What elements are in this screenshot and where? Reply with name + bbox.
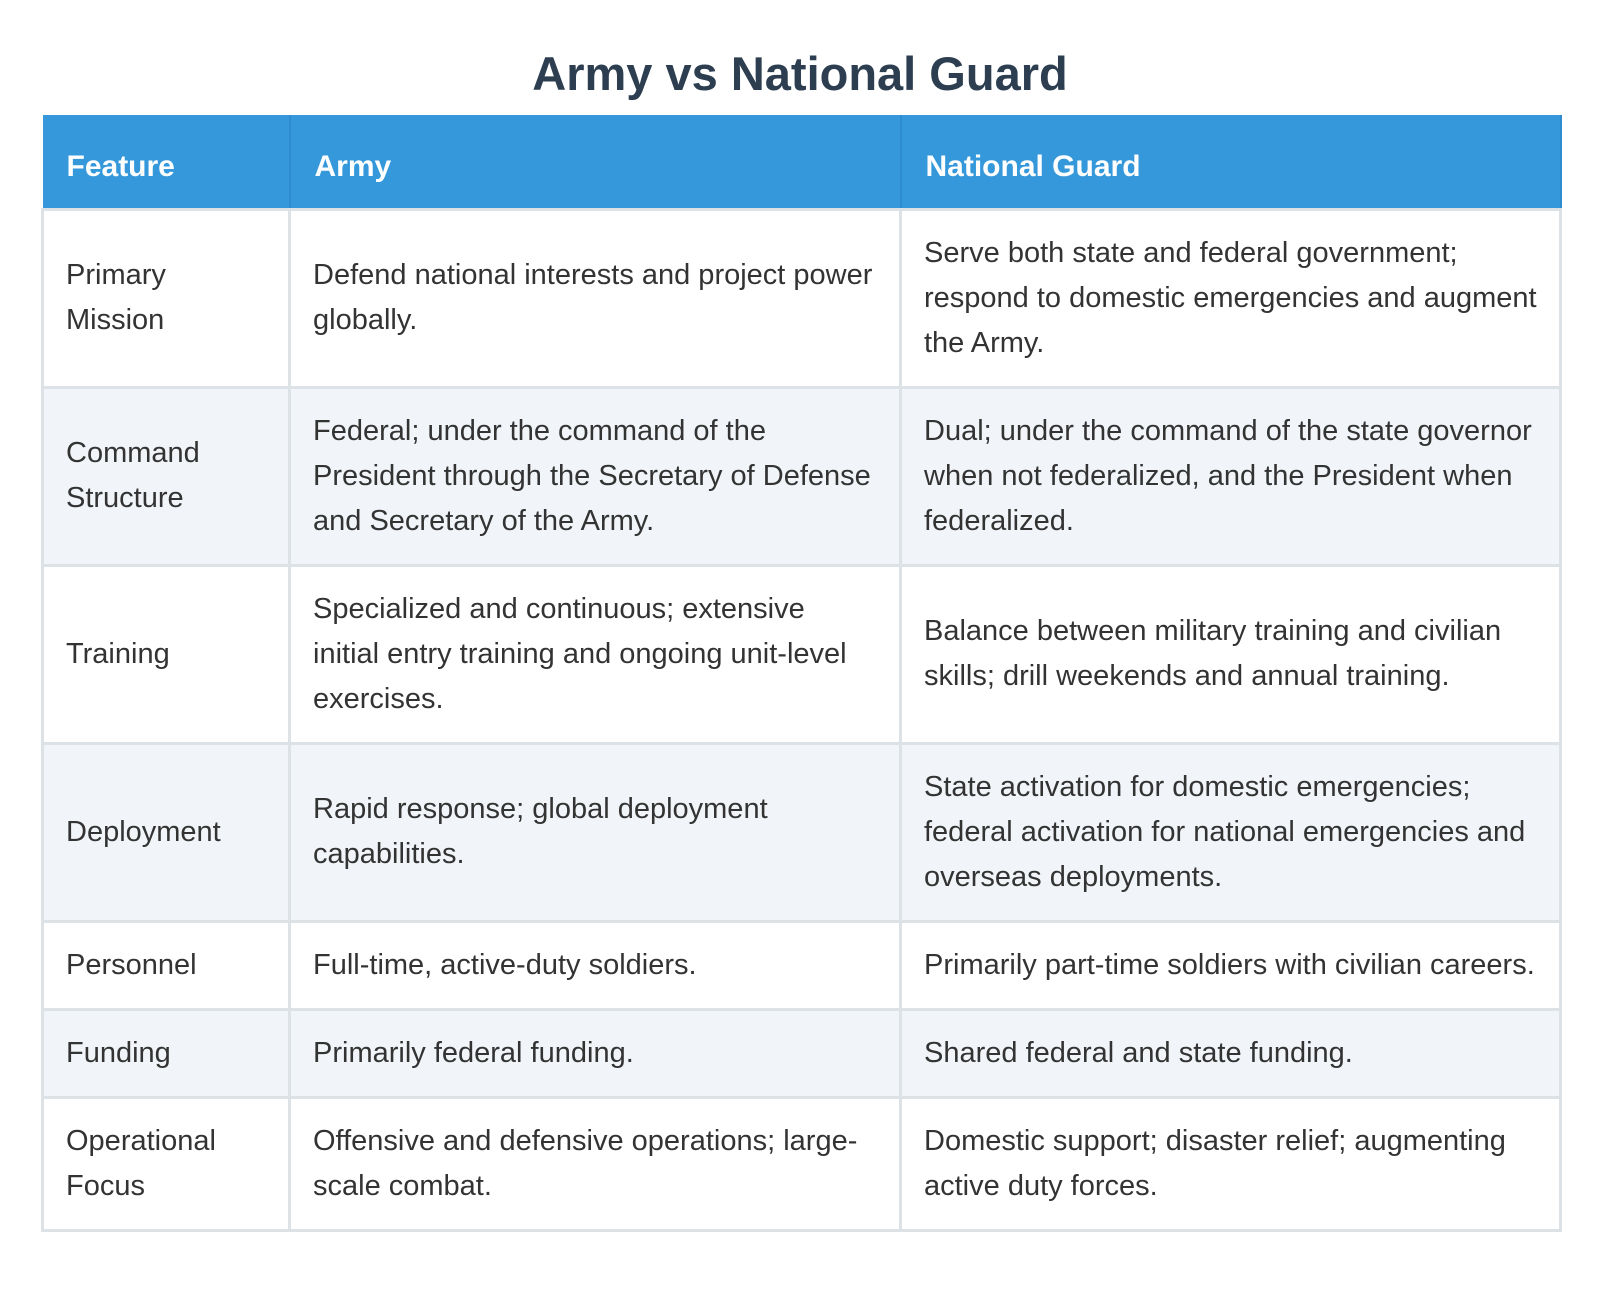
table-row: Command Structure Federal; under the comm… bbox=[41, 385, 1562, 567]
header-cell: National Guard bbox=[900, 115, 1562, 209]
table-row: Primary Mission Defend national interests… bbox=[41, 207, 1562, 389]
feature-cell: Deployment bbox=[41, 741, 291, 923]
table-cell: Rapid response; global deployment capabi… bbox=[288, 741, 902, 923]
feature-cell: Command Structure bbox=[41, 385, 291, 567]
table-cell: State activation for domestic emergencie… bbox=[899, 741, 1562, 923]
table-row: Operational Focus Offensive and defensive… bbox=[41, 1095, 1562, 1232]
table-cell: Domestic support; disaster relief; augme… bbox=[899, 1095, 1562, 1232]
table-row: Funding Primarily federal funding. Shared … bbox=[41, 1007, 1562, 1099]
page-title: Army vs National Guard bbox=[532, 47, 1068, 100]
table-row: Training Specialized and continuous; exte… bbox=[41, 563, 1562, 745]
table-row: Personnel Full-time, active-duty soldiers… bbox=[41, 919, 1562, 1011]
header-row: Feature Army National Guard bbox=[42, 115, 1562, 209]
feature-cell: Primary Mission bbox=[41, 207, 291, 389]
feature-cell: Funding bbox=[41, 1007, 291, 1099]
header-cell: Army bbox=[289, 115, 902, 209]
table-cell: Primarily federal funding. bbox=[288, 1007, 902, 1099]
table-cell: Offensive and defensive operations; larg… bbox=[288, 1095, 902, 1232]
table-cell: Primarily part-time soldiers with civili… bbox=[899, 919, 1562, 1011]
feature-cell: Personnel bbox=[41, 919, 291, 1011]
table-cell: Dual; under the command of the state gov… bbox=[899, 385, 1562, 567]
table-cell: Defend national interests and project po… bbox=[288, 207, 902, 389]
table-body: Primary Mission Defend national interests… bbox=[41, 207, 1562, 1232]
table-row: Deployment Rapid response; global deploym… bbox=[41, 741, 1562, 923]
feature-cell: Training bbox=[41, 563, 291, 745]
table-cell: Balance between military training and ci… bbox=[899, 563, 1562, 745]
header-cell: Feature bbox=[42, 115, 291, 209]
table-cell: Federal; under the command of the Presid… bbox=[288, 385, 902, 567]
table-cell: Serve both state and federal government;… bbox=[899, 207, 1562, 389]
feature-cell: Operational Focus bbox=[41, 1095, 291, 1232]
comparison-table: Feature Army National Guard Primary Missio… bbox=[41, 115, 1562, 1232]
table-cell: Specialized and continuous; extensive in… bbox=[288, 563, 902, 745]
table-cell: Shared federal and state funding. bbox=[899, 1007, 1562, 1099]
table-cell: Full-time, active-duty soldiers. bbox=[288, 919, 902, 1011]
